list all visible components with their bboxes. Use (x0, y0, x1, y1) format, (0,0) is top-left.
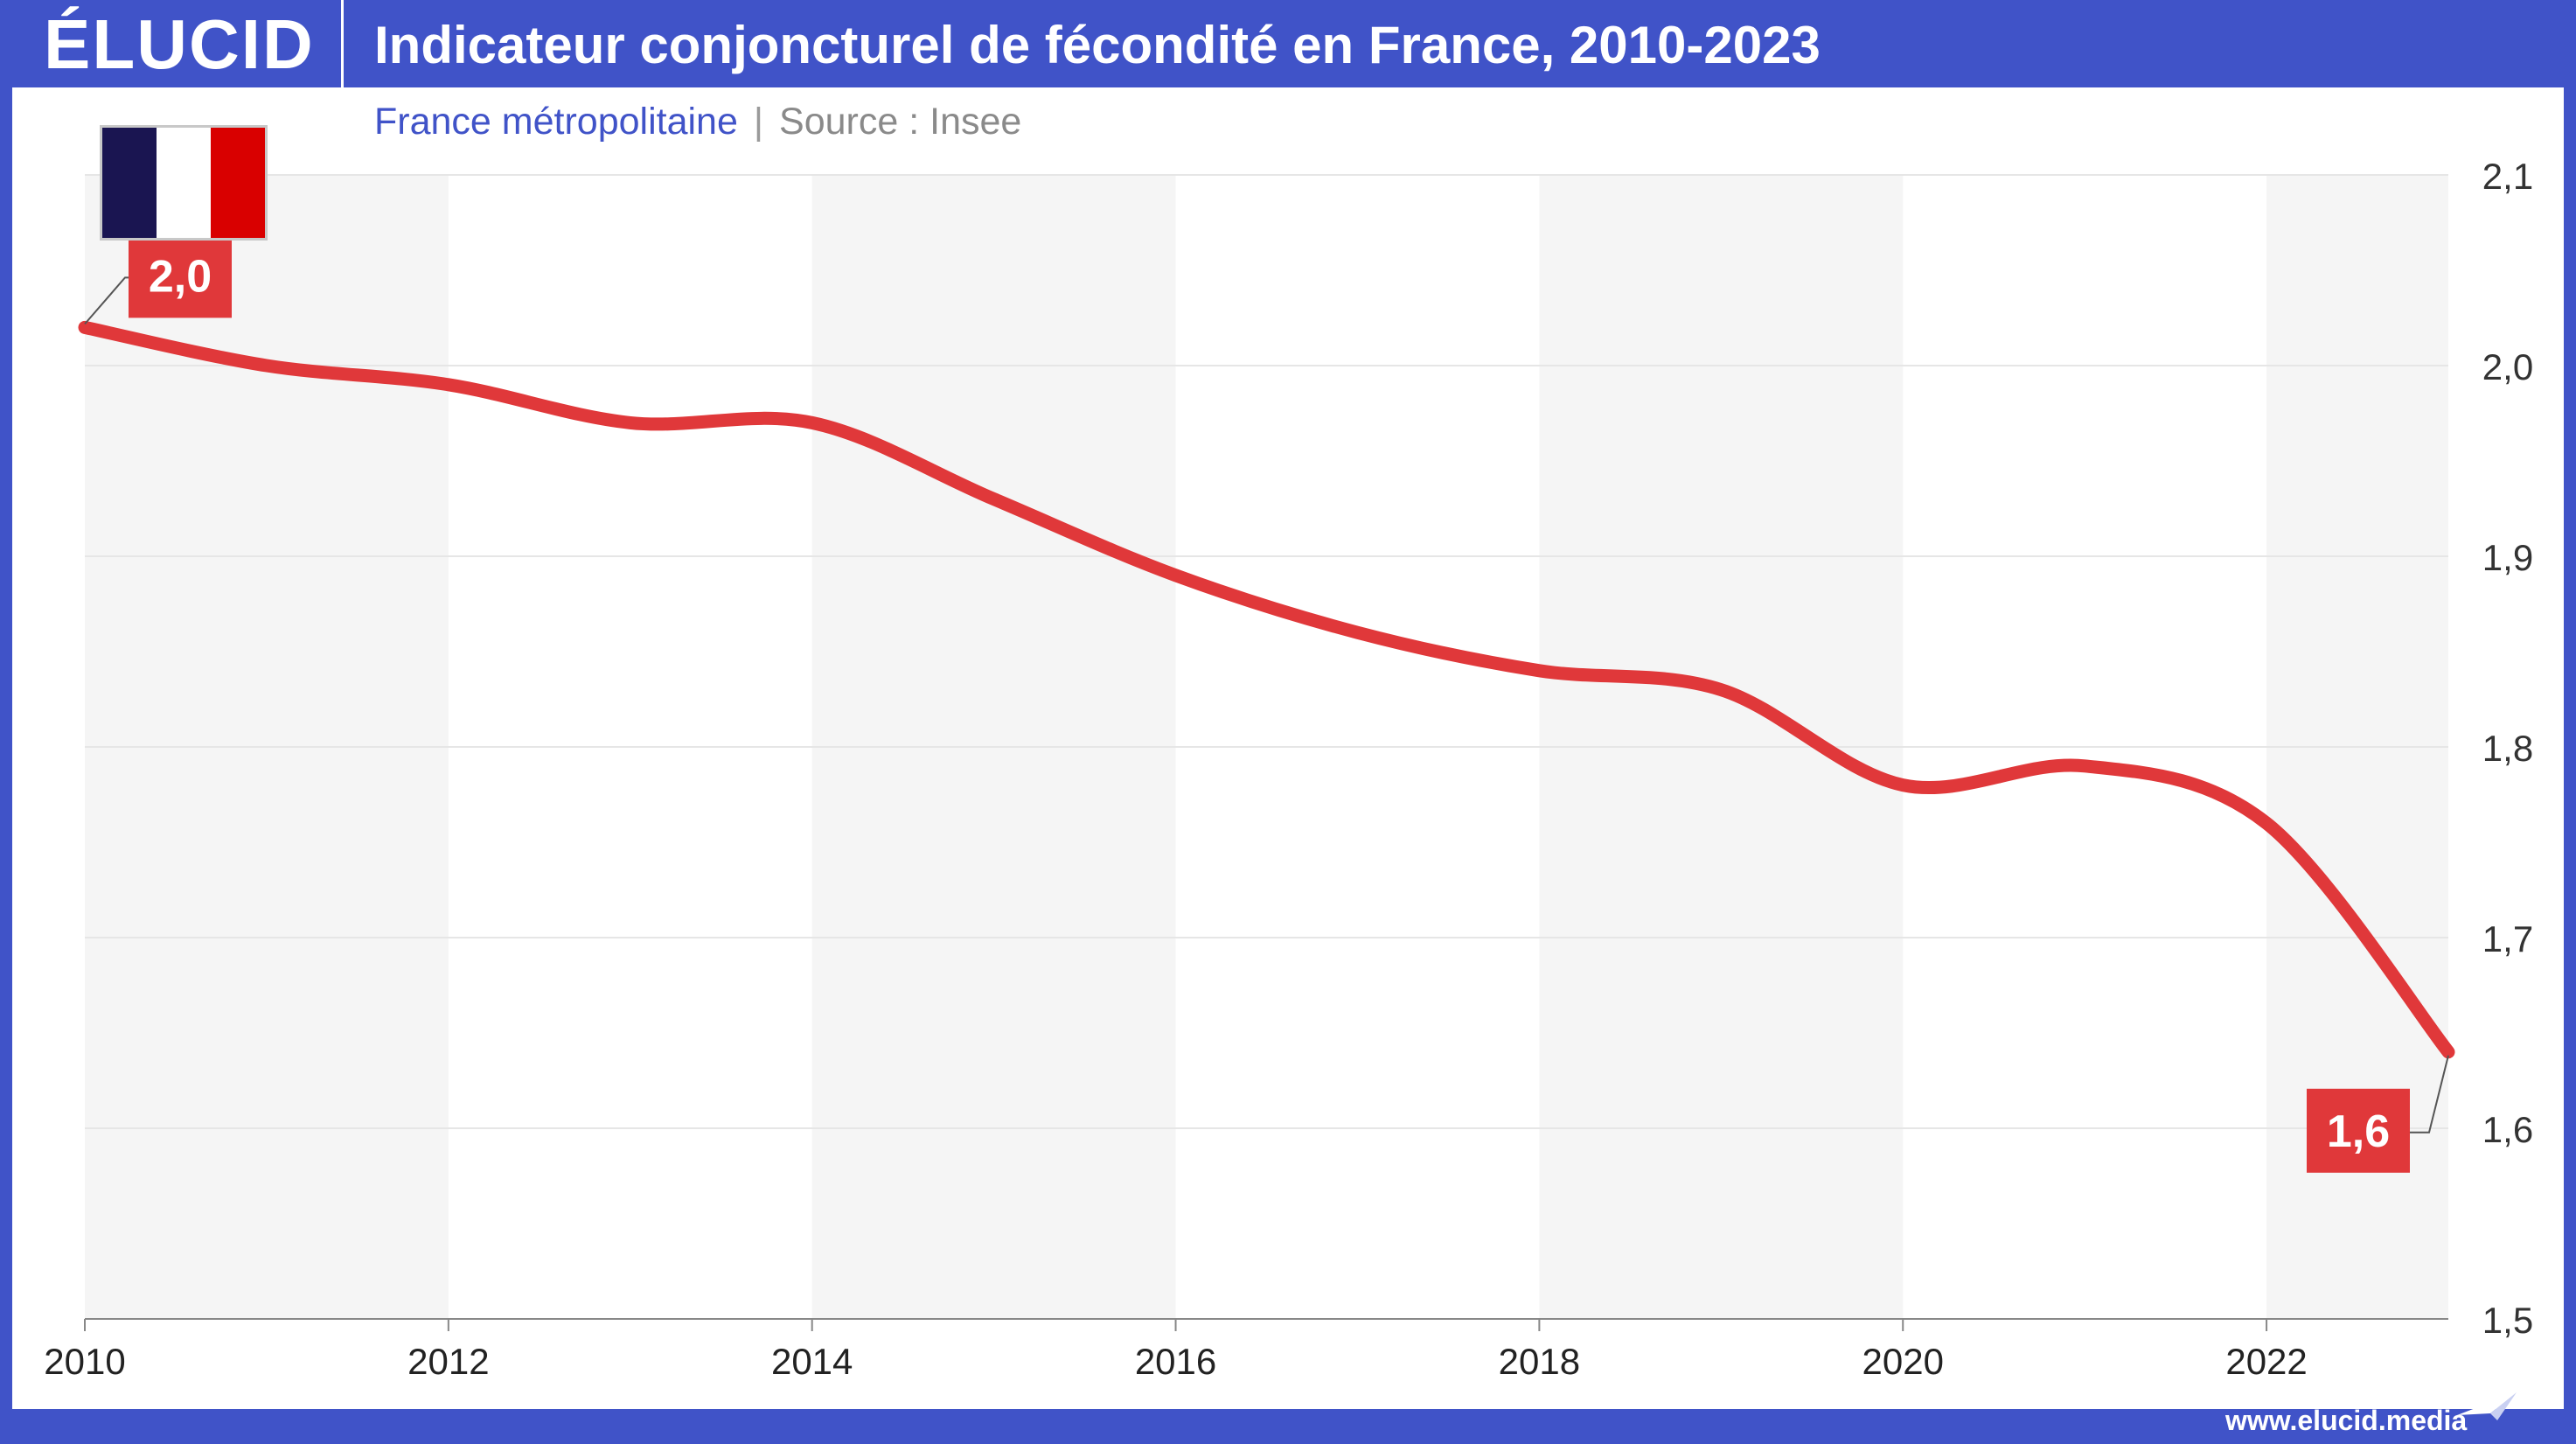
x-tick-label: 2020 (1862, 1341, 1944, 1382)
x-tick-label: 2018 (1499, 1341, 1580, 1382)
flag-stripe-blue (102, 128, 157, 238)
y-tick-label: 1,5 (2482, 1300, 2533, 1341)
data-label-start: 2,0 (149, 251, 212, 302)
callout-box-start (129, 234, 232, 318)
header-bar: ÉLUCID Indicateur conjoncturel de fécond… (0, 0, 2576, 87)
source-note: Source : Insee (779, 101, 1022, 143)
x-tick-label: 2016 (1135, 1341, 1216, 1382)
subtitle-separator: | (753, 101, 764, 143)
flag-stripe-red (211, 128, 265, 238)
x-tick-label: 2022 (2225, 1341, 2307, 1382)
y-tick-label: 2,1 (2482, 156, 2533, 197)
header-divider (341, 0, 344, 87)
x-tick-label: 2012 (407, 1341, 489, 1382)
y-tick-label: 2,0 (2482, 346, 2533, 387)
subtitle-scope: France métropolitaine (374, 101, 738, 143)
x-tick-label: 2014 (771, 1341, 853, 1382)
y-tick-label: 1,9 (2482, 537, 2533, 578)
series-line (78, 320, 2455, 1059)
france-flag-icon (100, 125, 268, 241)
data-label-end: 1,6 (2327, 1106, 2390, 1157)
chart-title: Indicateur conjoncturel de fécondité en … (374, 16, 1821, 74)
paper-plane-icon (2457, 1392, 2517, 1420)
y-tick-label: 1,8 (2482, 728, 2533, 769)
flag-stripe-white (157, 128, 211, 238)
x-tick-label: 2010 (44, 1341, 125, 1382)
callout-leader-end (2410, 1055, 2449, 1134)
y-tick-label: 1,6 (2482, 1109, 2533, 1150)
elucid-logo: ÉLUCID (44, 5, 315, 83)
chart-subtitle: France métropolitaine | Source : Insee (374, 98, 1021, 145)
footer-url: www.elucid.media (2225, 1405, 2468, 1436)
y-tick-label: 1,7 (2482, 918, 2533, 959)
callout-box-end (2307, 1088, 2410, 1173)
